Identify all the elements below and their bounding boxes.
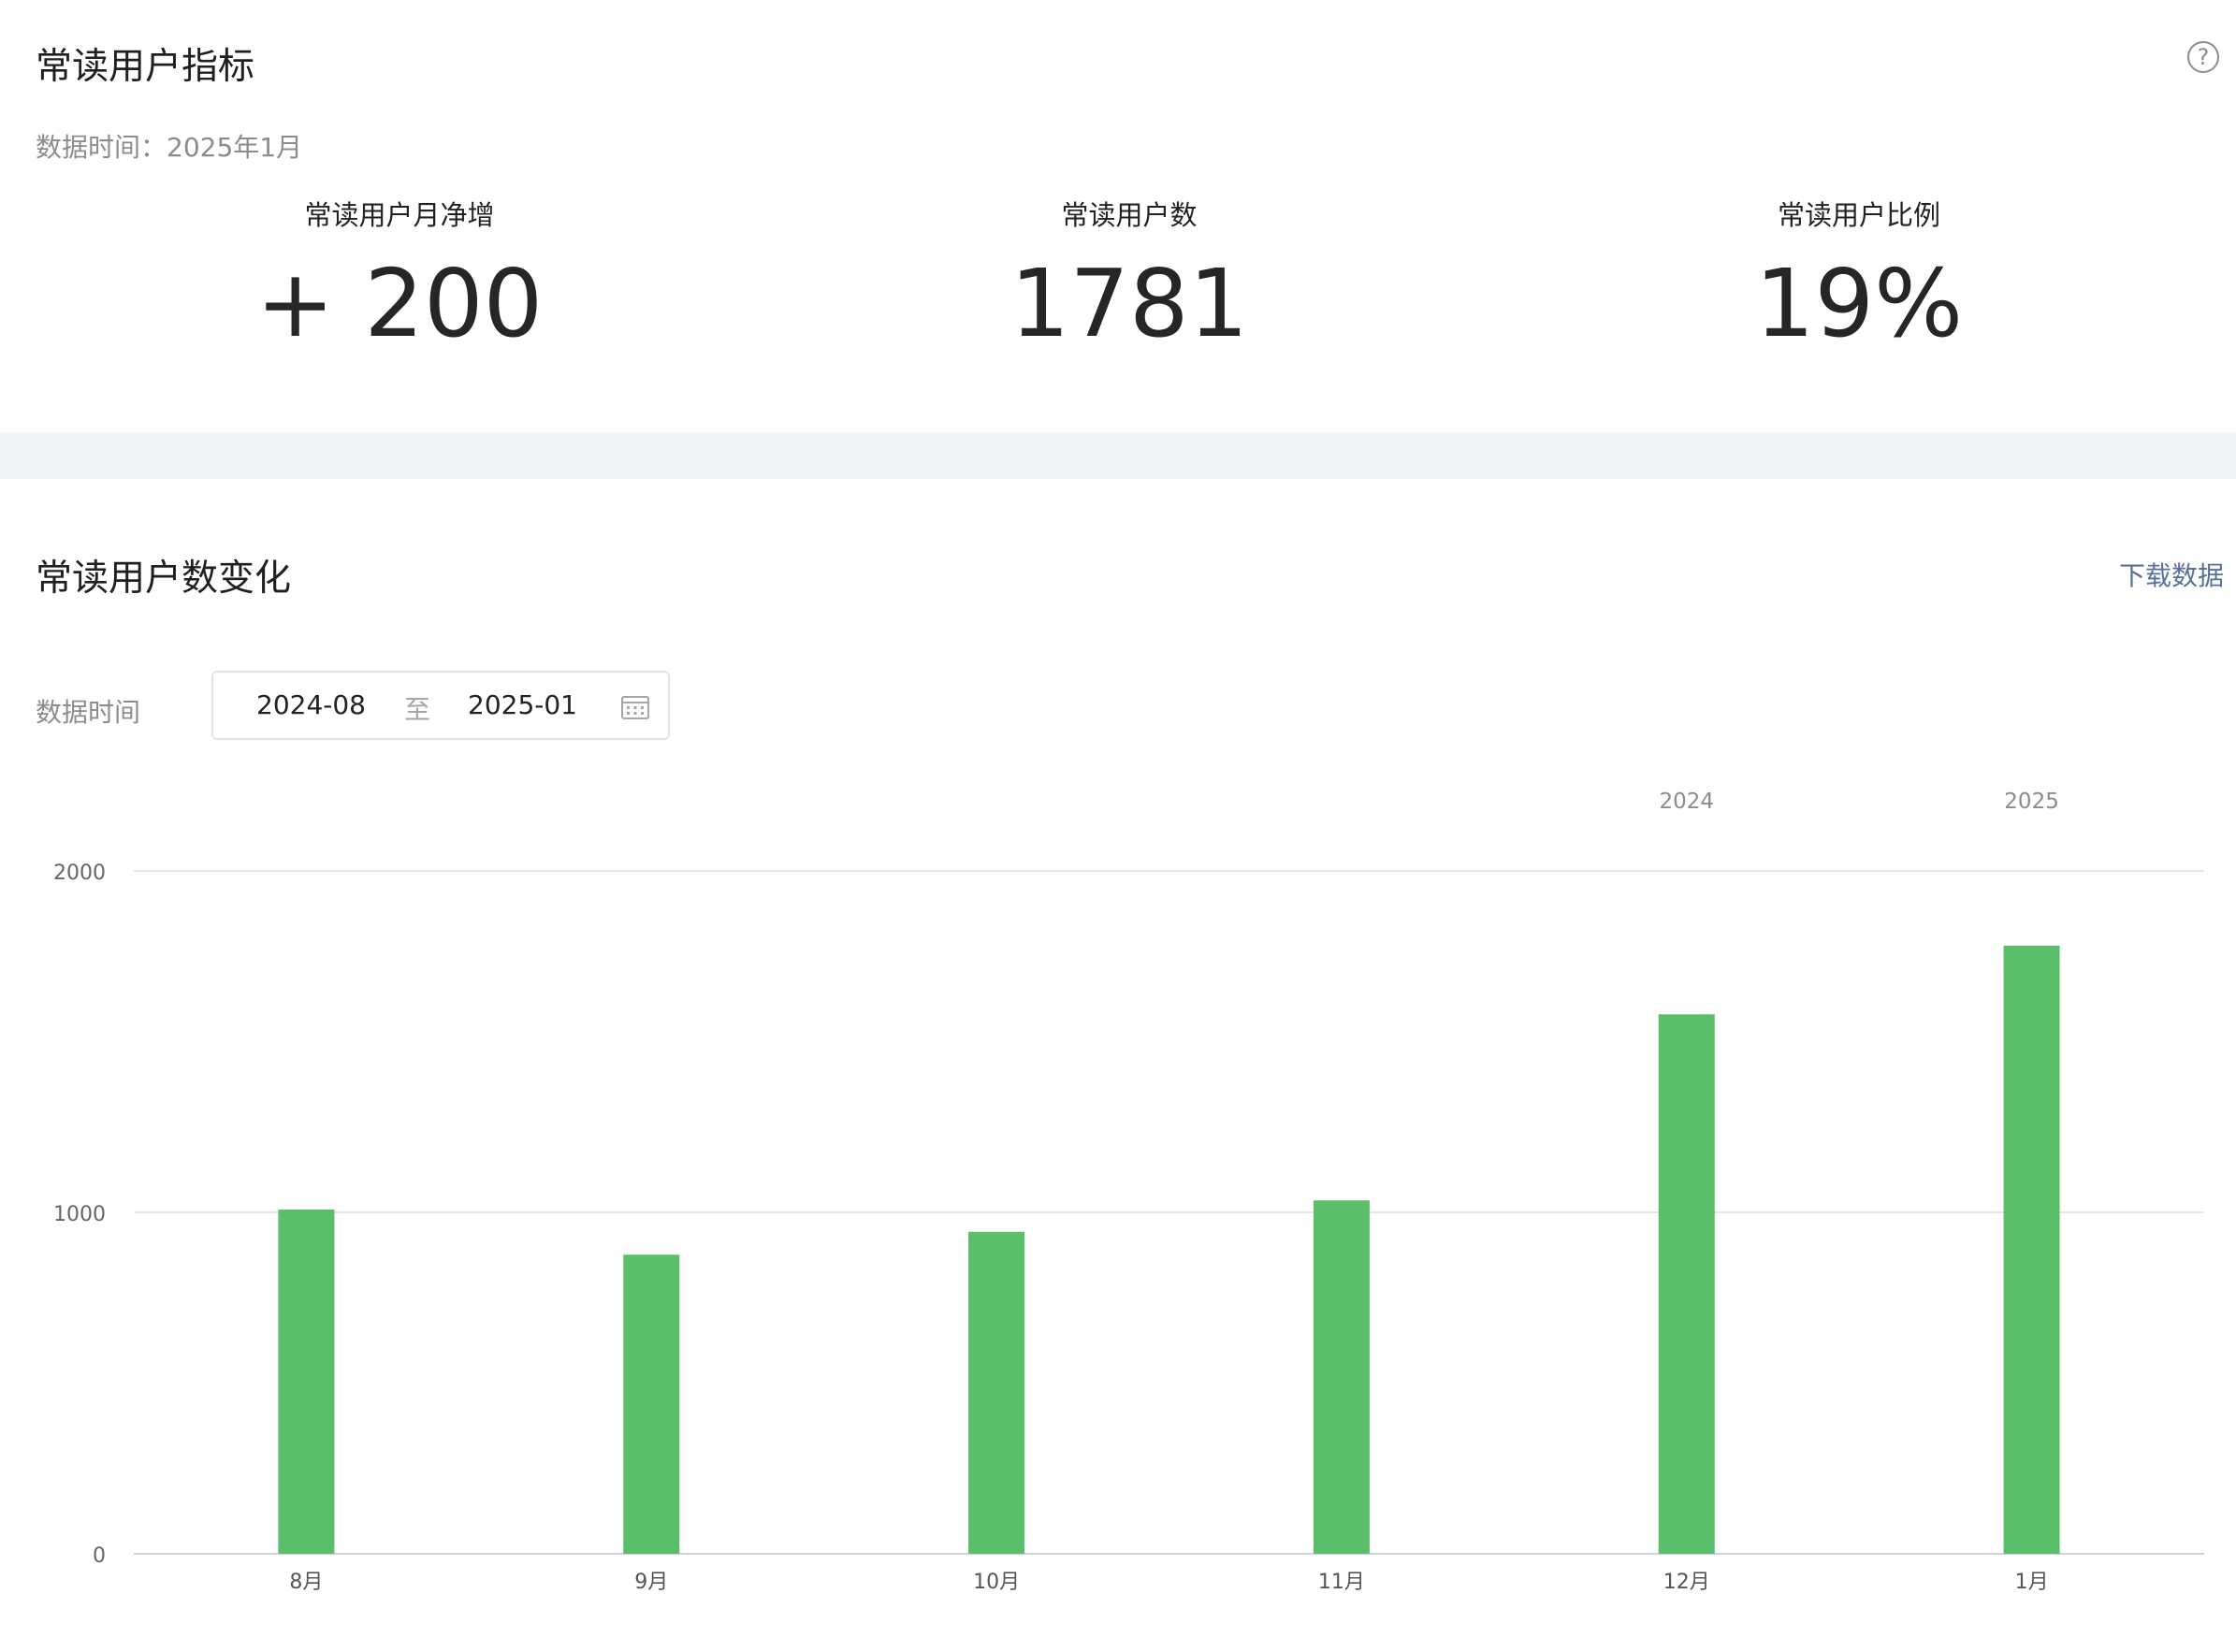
metric-regular-readers: 常读用户数 1781 <box>802 196 1457 355</box>
bar-12月 <box>1658 1014 1715 1554</box>
y-tick-label: 0 <box>93 1544 106 1568</box>
section-divider <box>0 432 2236 479</box>
y-tick-label: 2000 <box>53 862 106 885</box>
year-label: 2024 <box>1659 790 1714 814</box>
bar-11月 <box>1313 1200 1370 1554</box>
metrics-data-time: 数据时间：2025年1月 <box>36 132 303 163</box>
metric-label: 常读用户比例 <box>1777 199 1940 231</box>
regular-readers-bar-chart: 0 1000 2000 8月 9月 10月 11月 12月 1月 2024 2025 <box>53 790 2204 1594</box>
y-tick-label: 1000 <box>53 1203 106 1226</box>
filter-label: 数据时间 <box>36 697 141 728</box>
metric-monthly-net-increase: 常读用户月净增 + 200 <box>72 196 727 355</box>
x-tick-label: 9月 <box>634 1571 668 1594</box>
bar-8月 <box>278 1210 335 1554</box>
trend-title: 常读用户数变化 <box>36 558 292 600</box>
x-tick-label: 11月 <box>1318 1571 1365 1594</box>
date-end-input[interactable]: 2025-01 <box>468 689 577 720</box>
date-start-input[interactable]: 2024-08 <box>256 689 366 720</box>
bar-1月 <box>2003 945 2060 1554</box>
year-label: 2025 <box>2004 790 2059 814</box>
metric-label: 常读用户数 <box>1061 199 1198 231</box>
x-tick-label: 10月 <box>973 1571 1020 1594</box>
download-data-link[interactable]: 下载数据 <box>2119 560 2225 591</box>
metric-label: 常读用户月净增 <box>304 199 495 231</box>
x-tick-label: 8月 <box>289 1571 323 1594</box>
date-range-picker[interactable]: 2024-08 至 2025-01 <box>211 671 670 740</box>
metric-value: + 200 <box>255 249 544 358</box>
question-circle-icon[interactable]: ? <box>2187 41 2219 73</box>
metric-value: 1781 <box>1009 249 1249 358</box>
metric-regular-reader-ratio: 常读用户比例 19% <box>1532 196 2186 355</box>
x-tick-label: 12月 <box>1663 1571 1710 1594</box>
bar-10月 <box>968 1231 1025 1554</box>
bar-9月 <box>623 1254 680 1554</box>
metric-value: 19% <box>1754 249 1964 358</box>
metrics-title: 常读用户指标 <box>36 46 255 88</box>
calendar-icon[interactable] <box>621 695 649 719</box>
x-tick-label: 1月 <box>2015 1571 2049 1594</box>
date-range-separator: 至 <box>404 694 431 725</box>
metrics-panel: 常读用户指标 ? 数据时间：2025年1月 常读用户月净增 + 200 常读用户… <box>0 0 2236 432</box>
